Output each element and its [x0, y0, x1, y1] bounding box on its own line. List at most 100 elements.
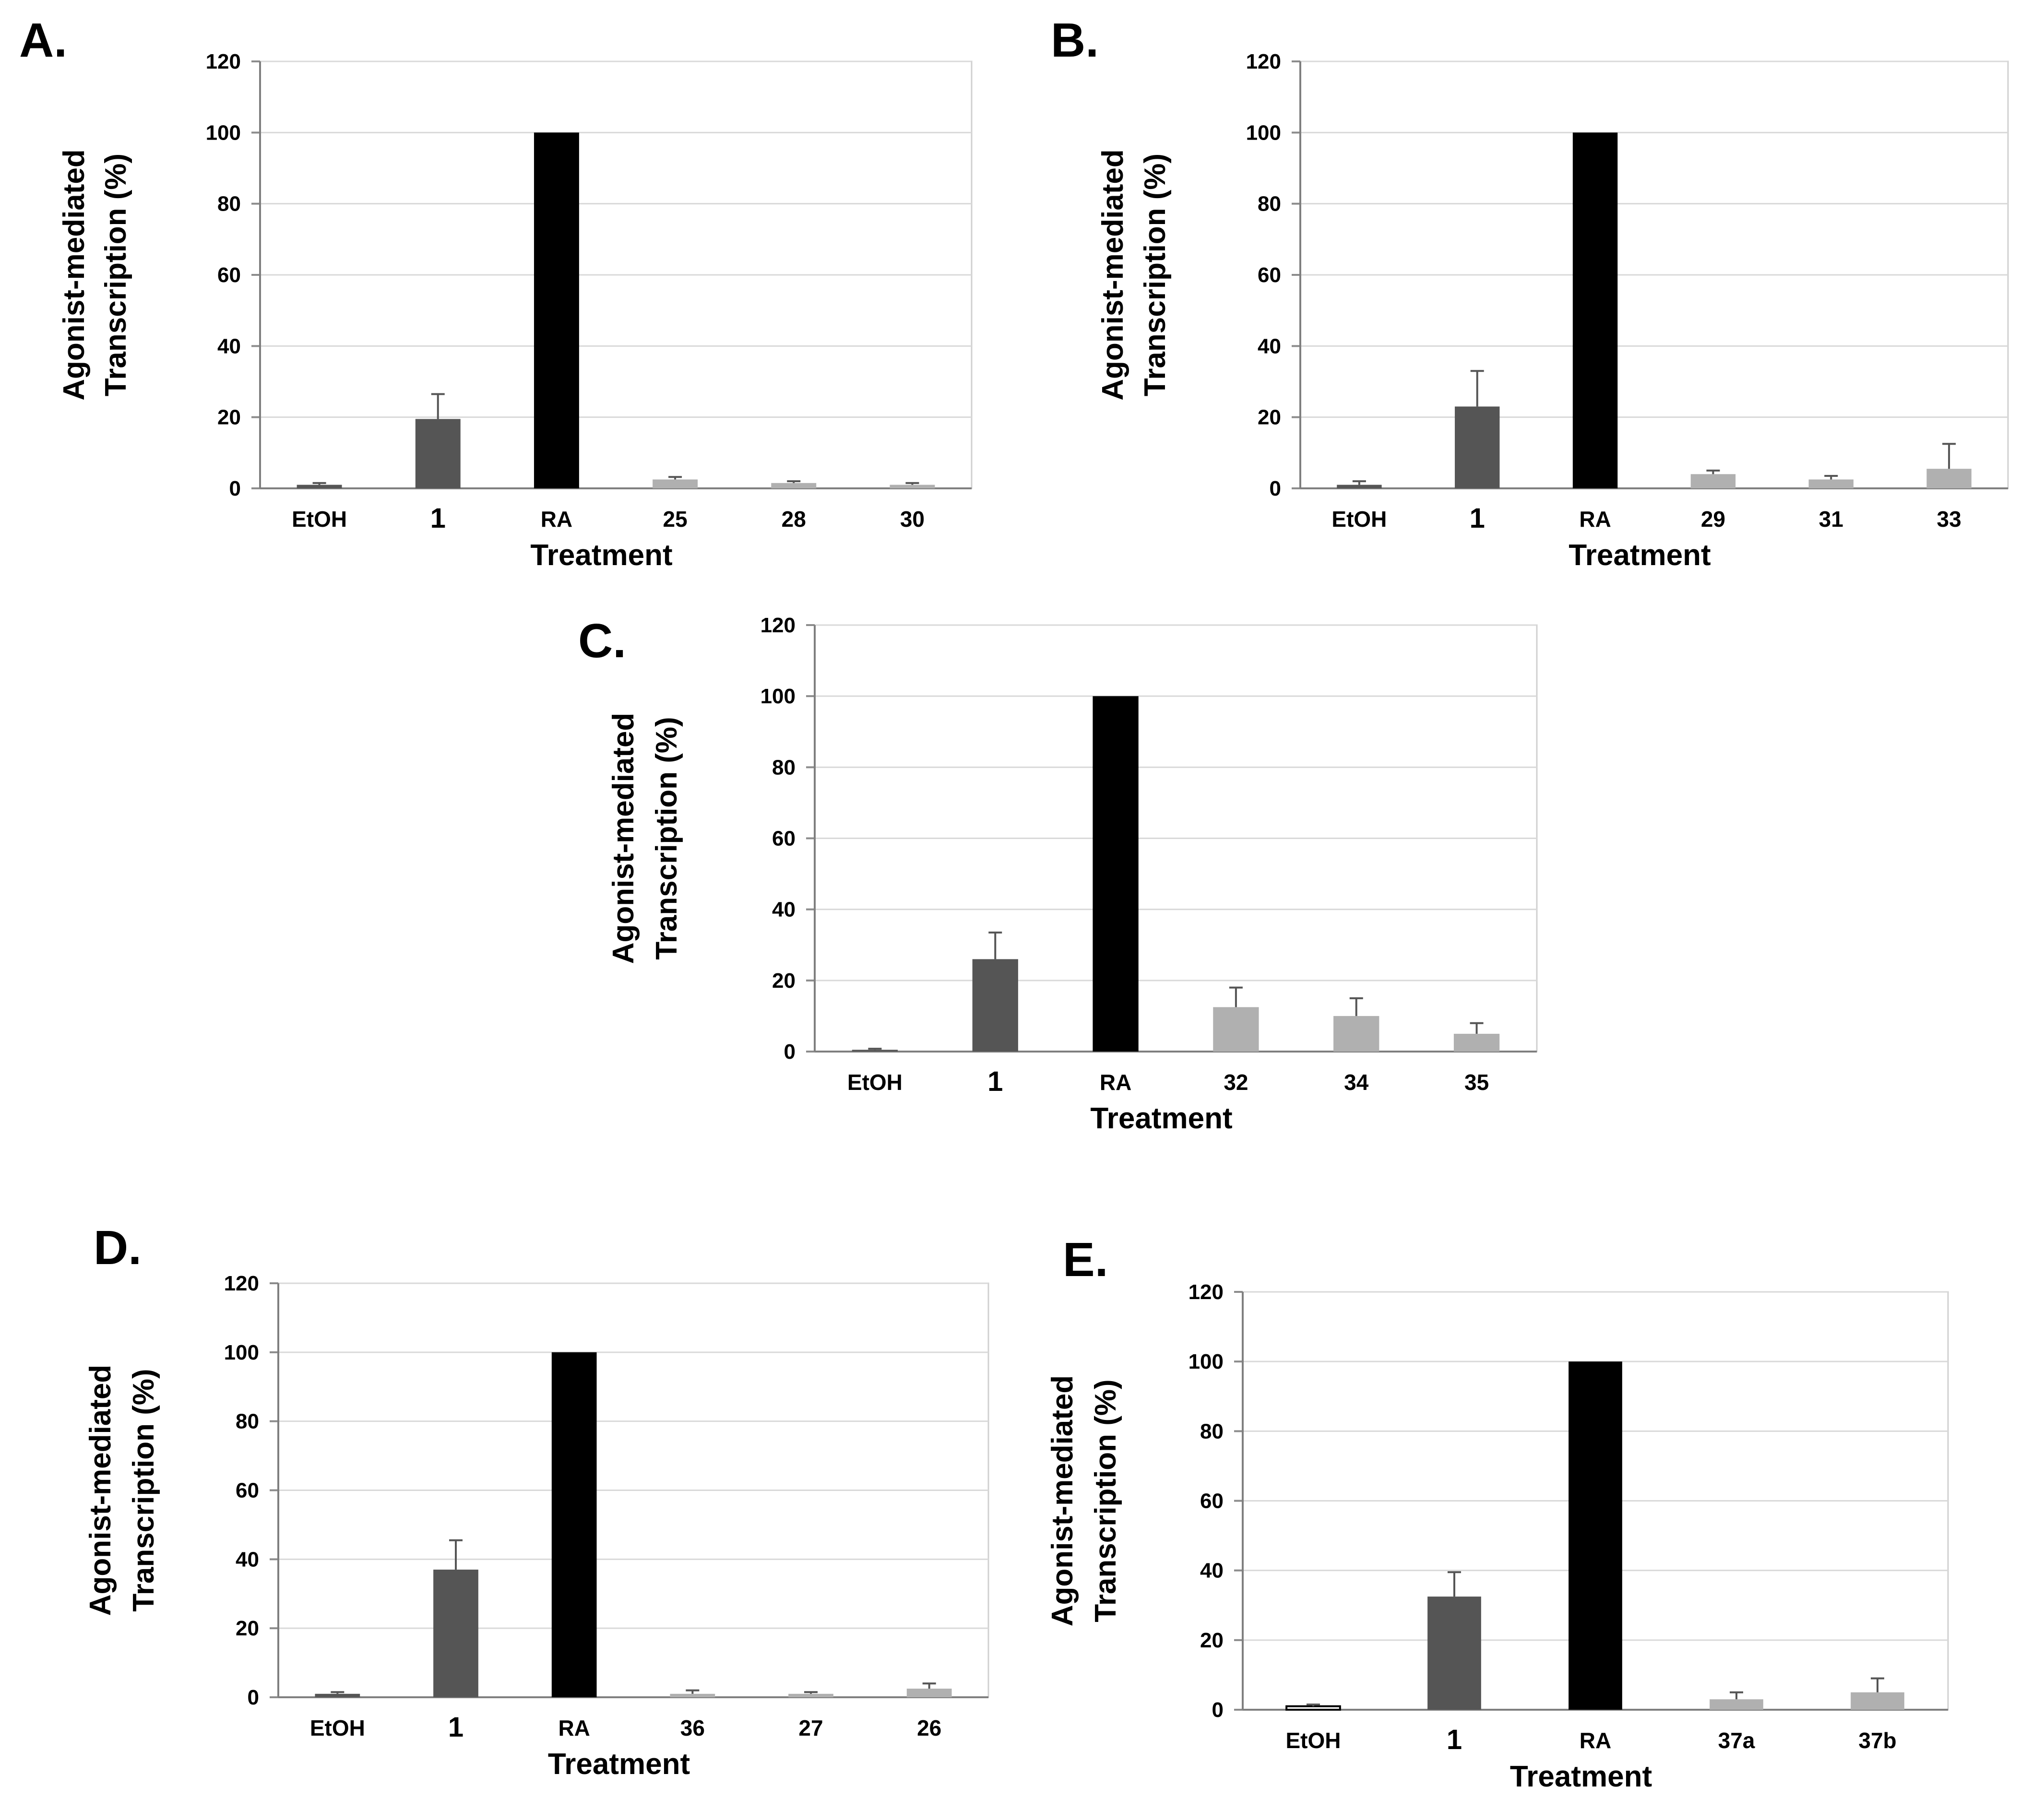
y-tick-label: 40 [1258, 334, 1281, 358]
y-tick-label: 80 [236, 1410, 259, 1433]
x-tick-label: 26 [917, 1715, 941, 1740]
y-axis-title-line1: Agonist-mediated [1096, 149, 1129, 401]
bar-etoh [315, 1693, 360, 1697]
y-tick-label: 120 [1188, 1280, 1224, 1304]
x-tick-label: 33 [1937, 507, 1961, 532]
x-tick-label: 37b [1858, 1728, 1896, 1753]
y-axis-title-line1: Agonist-mediated [84, 1365, 117, 1616]
chart-panel-0: 0 20 40 60 80 100 120 EtOH 1 RA 25 28 30 Treatment Ago… [19, 13, 973, 572]
x-tick-label: 30 [900, 507, 925, 532]
y-tick-label: 80 [217, 192, 241, 216]
x-tick-label: 25 [663, 507, 687, 532]
bar-37a [1710, 1699, 1763, 1710]
x-axis-title: Treatment [530, 539, 672, 572]
bar-26 [906, 1689, 952, 1697]
x-tick-label: 34 [1344, 1070, 1369, 1095]
y-axis-title-line2: Transcription (%) [650, 717, 683, 959]
bar-1 [1427, 1597, 1481, 1710]
y-tick-label: 120 [224, 1272, 259, 1295]
y-tick-label: 60 [772, 827, 796, 851]
x-tick-label: EtOH [310, 1715, 365, 1740]
y-tick-label: 0 [1270, 477, 1281, 500]
y-tick-label: 0 [229, 477, 241, 500]
y-tick-label: 80 [1258, 192, 1281, 216]
bar-ra [1572, 132, 1618, 488]
x-tick-label: 1 [987, 1066, 1003, 1097]
bar-33 [1926, 469, 1972, 488]
y-tick-label: 100 [206, 121, 241, 144]
x-tick-label: RA [1580, 1728, 1611, 1753]
y-axis-title-line2: Transcription (%) [99, 154, 132, 396]
bar-25 [653, 479, 698, 488]
bar-31 [1808, 479, 1854, 488]
y-tick-label: 120 [1246, 50, 1281, 73]
x-tick-label: EtOH [1331, 507, 1387, 532]
bar-28 [771, 483, 817, 488]
y-axis-title-line1: Agonist-mediated [1046, 1375, 1079, 1627]
bar-36 [670, 1693, 715, 1697]
y-tick-label: 60 [217, 263, 241, 287]
y-tick-label: 120 [761, 614, 796, 637]
x-tick-label: 1 [1470, 503, 1485, 534]
y-tick-label: 80 [1200, 1419, 1224, 1443]
x-axis-title: Treatment [548, 1748, 690, 1781]
y-tick-label: 40 [1200, 1559, 1224, 1583]
x-tick-label: 29 [1701, 507, 1725, 532]
bar-ra [534, 132, 579, 488]
bar-1 [972, 959, 1018, 1052]
y-tick-label: 100 [1188, 1350, 1224, 1373]
bar-etoh [1337, 485, 1382, 488]
y-tick-label: 60 [1258, 263, 1281, 287]
x-tick-label: EtOH [847, 1070, 903, 1095]
y-tick-label: 60 [1200, 1490, 1224, 1513]
x-tick-label: RA [1579, 507, 1611, 532]
y-tick-label: 0 [1212, 1698, 1224, 1722]
bar-ra [551, 1352, 597, 1697]
bar-37b [1851, 1692, 1904, 1710]
bar-34 [1333, 1016, 1379, 1052]
y-tick-label: 0 [248, 1686, 259, 1709]
x-tick-label: EtOH [1286, 1728, 1341, 1753]
x-axis-title: Treatment [1510, 1760, 1652, 1793]
x-tick-label: 28 [782, 507, 806, 532]
y-tick-label: 60 [236, 1479, 259, 1502]
bar-1 [1455, 406, 1500, 488]
y-tick-label: 20 [1200, 1629, 1224, 1652]
y-tick-label: 20 [772, 969, 796, 993]
x-tick-label: RA [541, 507, 572, 532]
panel-label: D. [94, 1221, 142, 1275]
chart-panel-1: 0 20 40 60 80 100 120 EtOH 1 RA 29 31 33 Treatment Ago… [1051, 13, 2009, 572]
x-tick-label: RA [1100, 1070, 1131, 1095]
bar-29 [1690, 474, 1736, 488]
panel-label: A. [19, 13, 67, 67]
y-axis-title-line1: Agonist-mediated [607, 713, 640, 964]
y-tick-label: 100 [224, 1341, 259, 1364]
bar-30 [890, 485, 935, 488]
bar-ra [1569, 1361, 1622, 1710]
y-axis-title-line2: Transcription (%) [1089, 1379, 1122, 1622]
y-tick-label: 20 [236, 1617, 259, 1640]
x-axis-title: Treatment [1569, 539, 1711, 572]
panel-label: B. [1051, 13, 1099, 67]
x-tick-label: 35 [1464, 1070, 1489, 1095]
x-tick-label: RA [558, 1715, 590, 1740]
bar-1 [433, 1569, 478, 1697]
panel-label: C. [578, 614, 626, 668]
bar-etoh [852, 1050, 898, 1052]
x-axis-title: Treatment [1090, 1102, 1232, 1135]
y-tick-label: 40 [236, 1548, 259, 1571]
chart-panel-3: 0 20 40 60 80 100 120 EtOH 1 RA 36 27 26 Treatment Ago… [84, 1221, 989, 1781]
y-tick-label: 0 [784, 1040, 796, 1064]
x-tick-label: 31 [1819, 507, 1843, 532]
bar-27 [788, 1693, 833, 1697]
bar-35 [1453, 1033, 1500, 1052]
y-axis-title-line1: Agonist-mediated [58, 149, 91, 401]
x-tick-label: 27 [798, 1715, 823, 1740]
y-tick-label: 100 [1246, 121, 1281, 144]
chart-panel-4: 0 20 40 60 80 100 120 EtOH 1 RA 37a 37b Treatment Ago… [1046, 1233, 1949, 1793]
y-tick-label: 100 [761, 685, 796, 708]
y-tick-label: 40 [217, 334, 241, 358]
panel-label: E. [1063, 1233, 1108, 1287]
bar-1 [415, 419, 461, 488]
